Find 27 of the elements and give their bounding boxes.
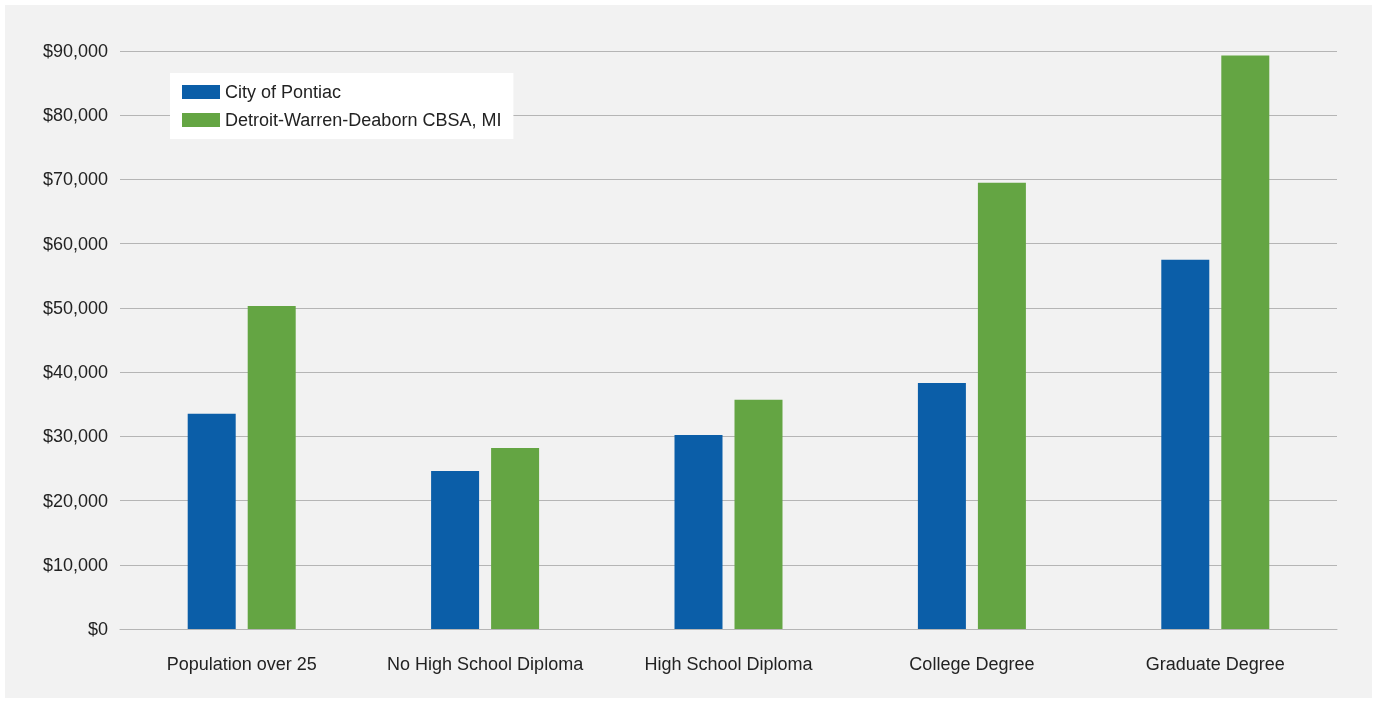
y-tick-label: $30,000 bbox=[42, 426, 108, 447]
bar bbox=[491, 447, 540, 629]
y-tick-label: $40,000 bbox=[42, 362, 108, 383]
y-tick-label: $80,000 bbox=[42, 105, 108, 126]
legend-label: City of Pontiac bbox=[225, 82, 342, 102]
x-tick-label: College Degree bbox=[909, 654, 1035, 674]
bar bbox=[431, 471, 480, 629]
bar bbox=[1221, 55, 1270, 629]
bar bbox=[1161, 259, 1210, 629]
x-tick-label: Graduate Degree bbox=[1145, 654, 1285, 674]
y-tick-label: $60,000 bbox=[42, 233, 108, 254]
y-tick-label: $0 bbox=[87, 619, 108, 639]
y-tick-label: $70,000 bbox=[42, 169, 108, 190]
bar bbox=[917, 383, 966, 629]
y-tick-label: $10,000 bbox=[42, 554, 108, 575]
bar bbox=[977, 182, 1026, 629]
bar bbox=[674, 435, 723, 629]
bar bbox=[247, 305, 296, 629]
x-tick-label: No High School Diploma bbox=[387, 654, 585, 674]
y-tick-label: $50,000 bbox=[42, 297, 108, 318]
y-tick-label: $90,000 bbox=[42, 41, 108, 61]
bar bbox=[734, 399, 783, 629]
y-tick-label: $20,000 bbox=[42, 490, 108, 511]
legend-label: Detroit-Warren-Deaborn CBSA, MI bbox=[225, 110, 502, 130]
x-tick-label: Population over 25 bbox=[166, 654, 317, 674]
x-tick-label: High School Diploma bbox=[644, 654, 814, 674]
bar bbox=[187, 413, 236, 629]
